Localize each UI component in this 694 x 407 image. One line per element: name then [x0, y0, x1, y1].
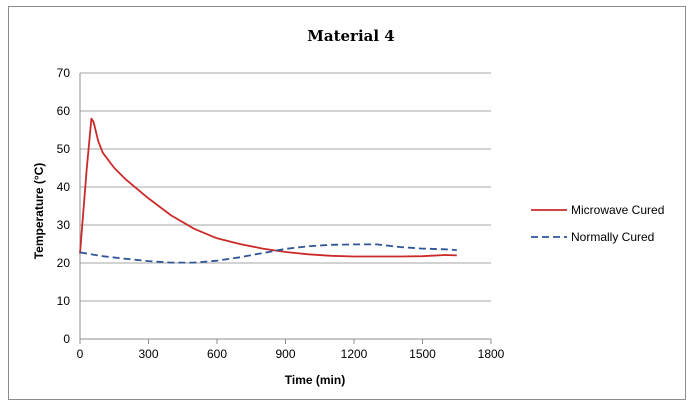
series-line-2: [79, 243, 457, 264]
x-tick-label: 600: [207, 347, 227, 361]
gridlines: [80, 72, 491, 302]
y-tick-label: 40: [57, 180, 71, 194]
y-tick-label: 0: [63, 332, 70, 346]
legend-label-1: Microwave Cured: [571, 203, 664, 217]
chart-title: Material 4: [307, 27, 394, 45]
legend: Microwave Cured Normally Cured: [531, 203, 664, 244]
series-lines: [79, 117, 457, 264]
y-tick-label: 20: [57, 256, 71, 270]
y-tick-labels: 0 10 20 30 40 50 60 70: [57, 66, 71, 346]
y-tick-label: 70: [57, 66, 71, 80]
x-tick-label: 1800: [478, 347, 505, 361]
x-tick-label: 1200: [341, 347, 368, 361]
y-tick-label: 50: [57, 142, 71, 156]
legend-label-2: Normally Cured: [571, 230, 654, 244]
x-tick-label: 300: [138, 347, 158, 361]
line-chart: Material 4 0 10 20 30 40 50 60 70 0 300 600 900 120…: [32, 27, 664, 387]
y-tick-label: 10: [57, 294, 71, 308]
axes: [79, 73, 492, 344]
series-line-1: [79, 117, 457, 258]
x-tick-label: 0: [77, 347, 84, 361]
x-tick-label: 1500: [409, 347, 436, 361]
y-axis-label: Temperature (°C): [32, 163, 46, 260]
chart-frame: Material 4 0 10 20 30 40 50 60 70 0 300 600 900 120…: [8, 6, 686, 400]
y-tick-label: 60: [57, 104, 71, 118]
x-axis-label: Time (min): [285, 373, 345, 387]
y-tick-label: 30: [57, 218, 71, 232]
x-tick-label: 900: [275, 347, 295, 361]
x-tick-labels: 0 300 600 900 1200 1500 1800: [77, 347, 505, 361]
